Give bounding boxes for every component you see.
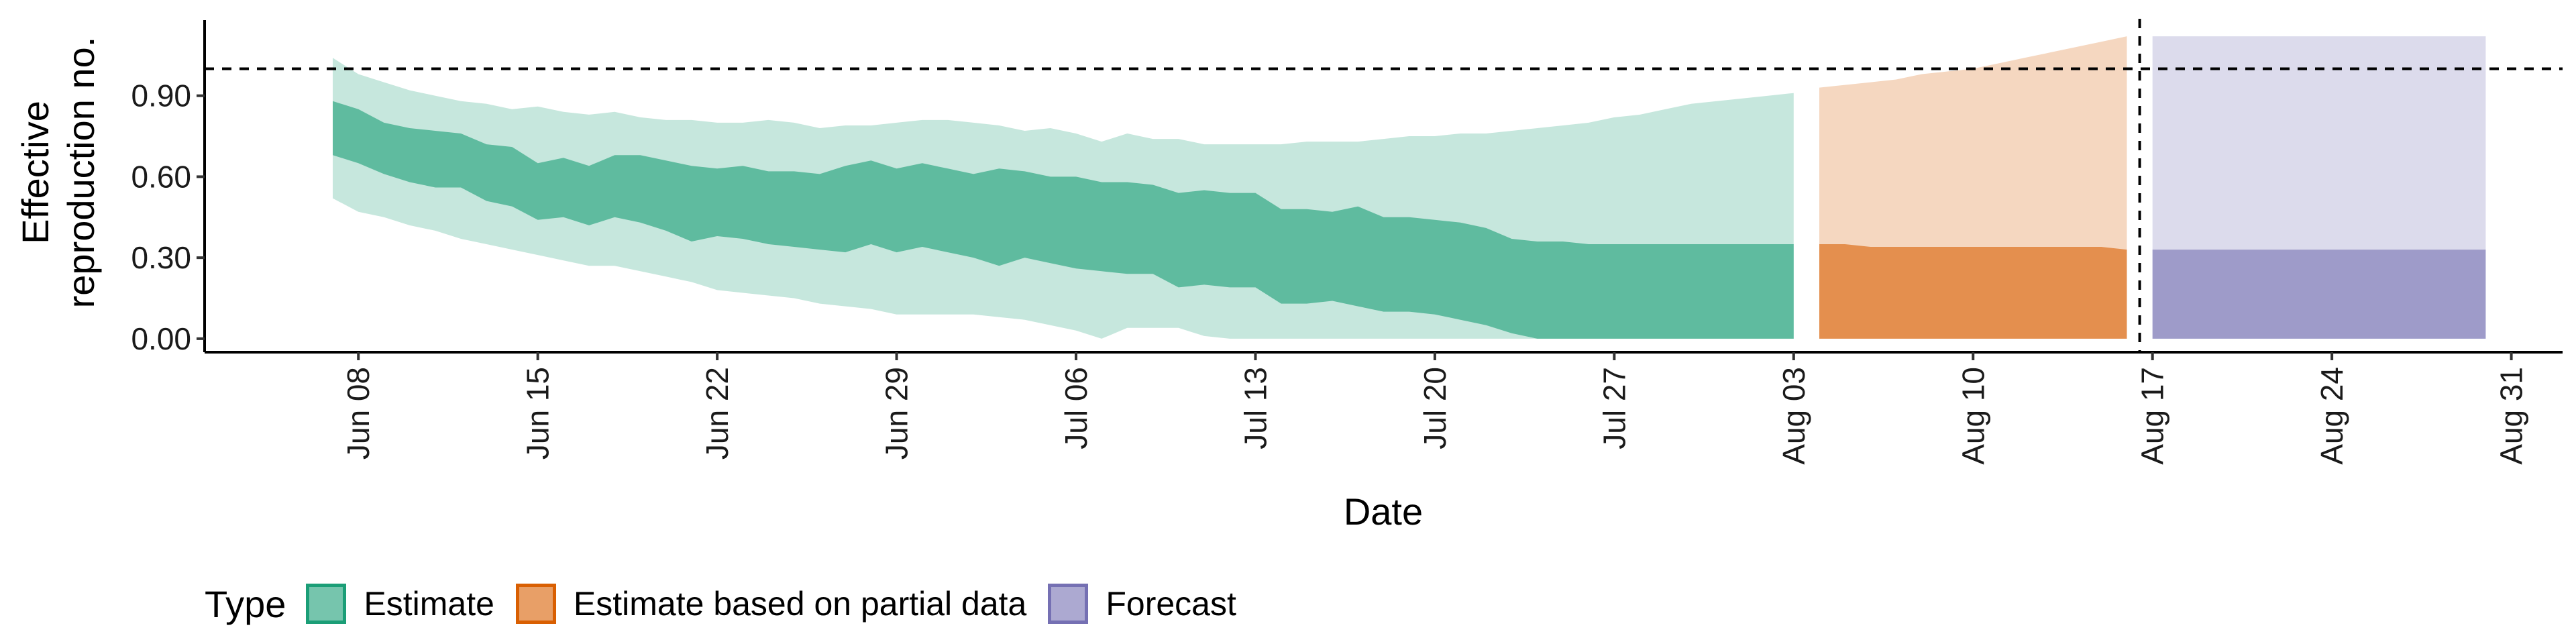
chart-axes <box>203 20 2563 354</box>
y-tick-label: 0.30 <box>131 240 191 275</box>
x-tick-label: Jul 20 <box>1417 367 1452 449</box>
y-tick-label: 0.60 <box>131 159 191 194</box>
legend-label-partial: Estimate based on partial data <box>573 585 1027 623</box>
legend-swatch-forecast <box>1048 584 1089 624</box>
y-tick-label: 0.00 <box>131 321 191 356</box>
y-axis-title-line-1: Effective <box>14 101 56 244</box>
legend: Type Estimate Estimate based on partial … <box>205 572 1258 636</box>
x-tick-label: Jul 13 <box>1238 367 1273 449</box>
x-tick-label: Jun 08 <box>341 367 376 460</box>
legend-label-forecast: Forecast <box>1106 585 1236 623</box>
legend-item-forecast: Forecast <box>1048 584 1236 624</box>
legend-label-estimate: Estimate <box>364 585 494 623</box>
legend-item-estimate: Estimate <box>306 584 494 624</box>
chart: 0.00 0.30 0.60 0.90 Jun 08 Jun 15 Jun 22 Jun 2… <box>14 19 2563 533</box>
y-axis-title-line-2: reproduction no. <box>60 37 102 309</box>
legend-swatch-partial <box>515 584 556 624</box>
x-tick-label: Aug 31 <box>2494 367 2529 465</box>
legend-swatch-estimate <box>306 584 347 624</box>
chart-bands <box>333 36 2486 339</box>
x-tick-label: Aug 24 <box>2314 367 2349 465</box>
x-axis-ticks: Jun 08 Jun 15 Jun 22 Jun 29 Jul 06 Jul 13 Jul … <box>341 352 2529 465</box>
x-tick-label: Aug 10 <box>1955 367 1990 465</box>
x-tick-label: Aug 03 <box>1776 367 1811 465</box>
legend-title: Type <box>205 582 286 625</box>
x-tick-label: Jun 29 <box>879 367 914 460</box>
x-tick-label: Jun 15 <box>521 367 555 460</box>
x-tick-label: Jul 27 <box>1597 367 1631 449</box>
x-tick-label: Aug 17 <box>2135 367 2170 465</box>
band-50-estimate <box>333 101 1794 339</box>
y-tick-label: 0.90 <box>131 78 191 113</box>
reference-lines <box>205 19 2563 352</box>
x-tick-label: Jul 06 <box>1059 367 1093 449</box>
band-50-partial <box>1819 244 2127 339</box>
y-axis-ticks: 0.00 0.30 0.60 0.90 <box>131 78 205 356</box>
legend-item-partial: Estimate based on partial data <box>515 584 1027 624</box>
x-tick-label: Jun 22 <box>700 367 735 460</box>
band-50-forecast <box>2152 250 2486 339</box>
x-axis-title: Date <box>1344 490 1423 533</box>
